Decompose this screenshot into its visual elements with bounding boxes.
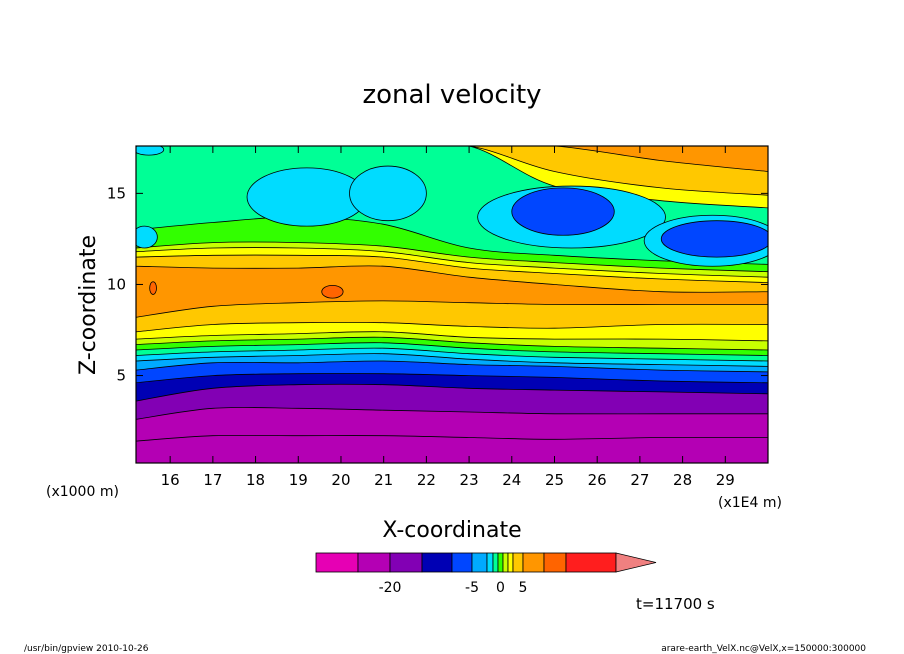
colorbar-swatch xyxy=(389,552,423,573)
footer-left: /usr/bin/gpview 2010-10-26 xyxy=(24,644,149,654)
colorbar-ticks: -20 -5 0 5 xyxy=(379,580,528,596)
velocity-patch-1 xyxy=(349,165,427,222)
x-axis-label: X-coordinate xyxy=(382,518,521,543)
colorbar-swatch xyxy=(497,552,504,573)
velocity-patches xyxy=(136,146,768,299)
footer-right: arare-earth_VelX.nc@VelX,x=150000:300000 xyxy=(661,644,866,654)
colorbar-swatch xyxy=(492,552,499,573)
velocity-band-19 xyxy=(136,146,768,196)
colorbar-swatch xyxy=(486,552,494,573)
y-axis-unit: (x1000 m) xyxy=(46,484,119,500)
x-tick-label: 16 xyxy=(161,471,180,489)
velocity-patch-3 xyxy=(511,187,615,236)
velocity-patch-9 xyxy=(149,281,157,295)
y-axis-label: Z-coordinate xyxy=(76,235,101,375)
x-tick-label: 19 xyxy=(289,471,308,489)
colorbar-swatch xyxy=(507,552,514,573)
y-tick-label: 15 xyxy=(107,184,126,202)
colorbar-swatch xyxy=(471,552,488,573)
x-tick-label: 17 xyxy=(203,471,222,489)
colorbar-tick-label: -20 xyxy=(379,580,402,596)
y-tick-label: 10 xyxy=(107,275,126,293)
chart-title: zonal velocity xyxy=(362,80,541,110)
colorbar-swatch xyxy=(512,552,524,573)
colorbar-tick-label: 5 xyxy=(519,580,528,596)
x-tick-label: 18 xyxy=(246,471,265,489)
velocity-patch-8 xyxy=(321,284,344,299)
colorbar-overflow-arrow xyxy=(615,552,657,573)
velocity-patch-6 xyxy=(136,225,158,249)
x-tick-label: 29 xyxy=(716,471,735,489)
colorbar-swatch xyxy=(357,552,391,573)
colorbar-swatch xyxy=(421,552,453,573)
colorbar-tick-label: 0 xyxy=(496,580,505,596)
x-tick-label: 27 xyxy=(630,471,649,489)
x-tick-label: 23 xyxy=(460,471,479,489)
colorbar-swatch xyxy=(502,552,509,573)
plot-frame xyxy=(135,145,769,464)
x-tick-label: 24 xyxy=(502,471,521,489)
x-tick-label: 20 xyxy=(331,471,350,489)
x-tick-label: 22 xyxy=(417,471,436,489)
colorbar-swatch xyxy=(522,552,545,573)
colorbar xyxy=(315,552,657,573)
colorbar-swatch xyxy=(315,552,359,573)
x-tick-label: 21 xyxy=(374,471,393,489)
velocity-band-20 xyxy=(136,146,768,172)
x-tick-label: 26 xyxy=(588,471,607,489)
y-tick-label: 5 xyxy=(116,367,126,385)
x-axis-unit: (x1E4 m) xyxy=(718,495,782,511)
time-label: t=11700 s xyxy=(636,595,715,613)
x-axis-ticks: 16 17 18 19 20 21 22 23 24 25 26 27 28 29 xyxy=(161,146,735,489)
x-tick-label: 25 xyxy=(545,471,564,489)
colorbar-swatch xyxy=(543,552,567,573)
velocity-bands xyxy=(136,146,768,463)
velocity-patch-0 xyxy=(246,167,367,227)
velocity-patch-7 xyxy=(136,146,165,156)
plot-area xyxy=(136,146,768,463)
x-tick-label: 28 xyxy=(673,471,692,489)
colorbar-swatch xyxy=(451,552,473,573)
colorbar-tick-label: -5 xyxy=(465,580,479,596)
y-axis-ticks: 5 10 15 xyxy=(107,184,768,385)
colorbar-swatch xyxy=(565,552,617,573)
velocity-patch-5 xyxy=(660,220,768,258)
